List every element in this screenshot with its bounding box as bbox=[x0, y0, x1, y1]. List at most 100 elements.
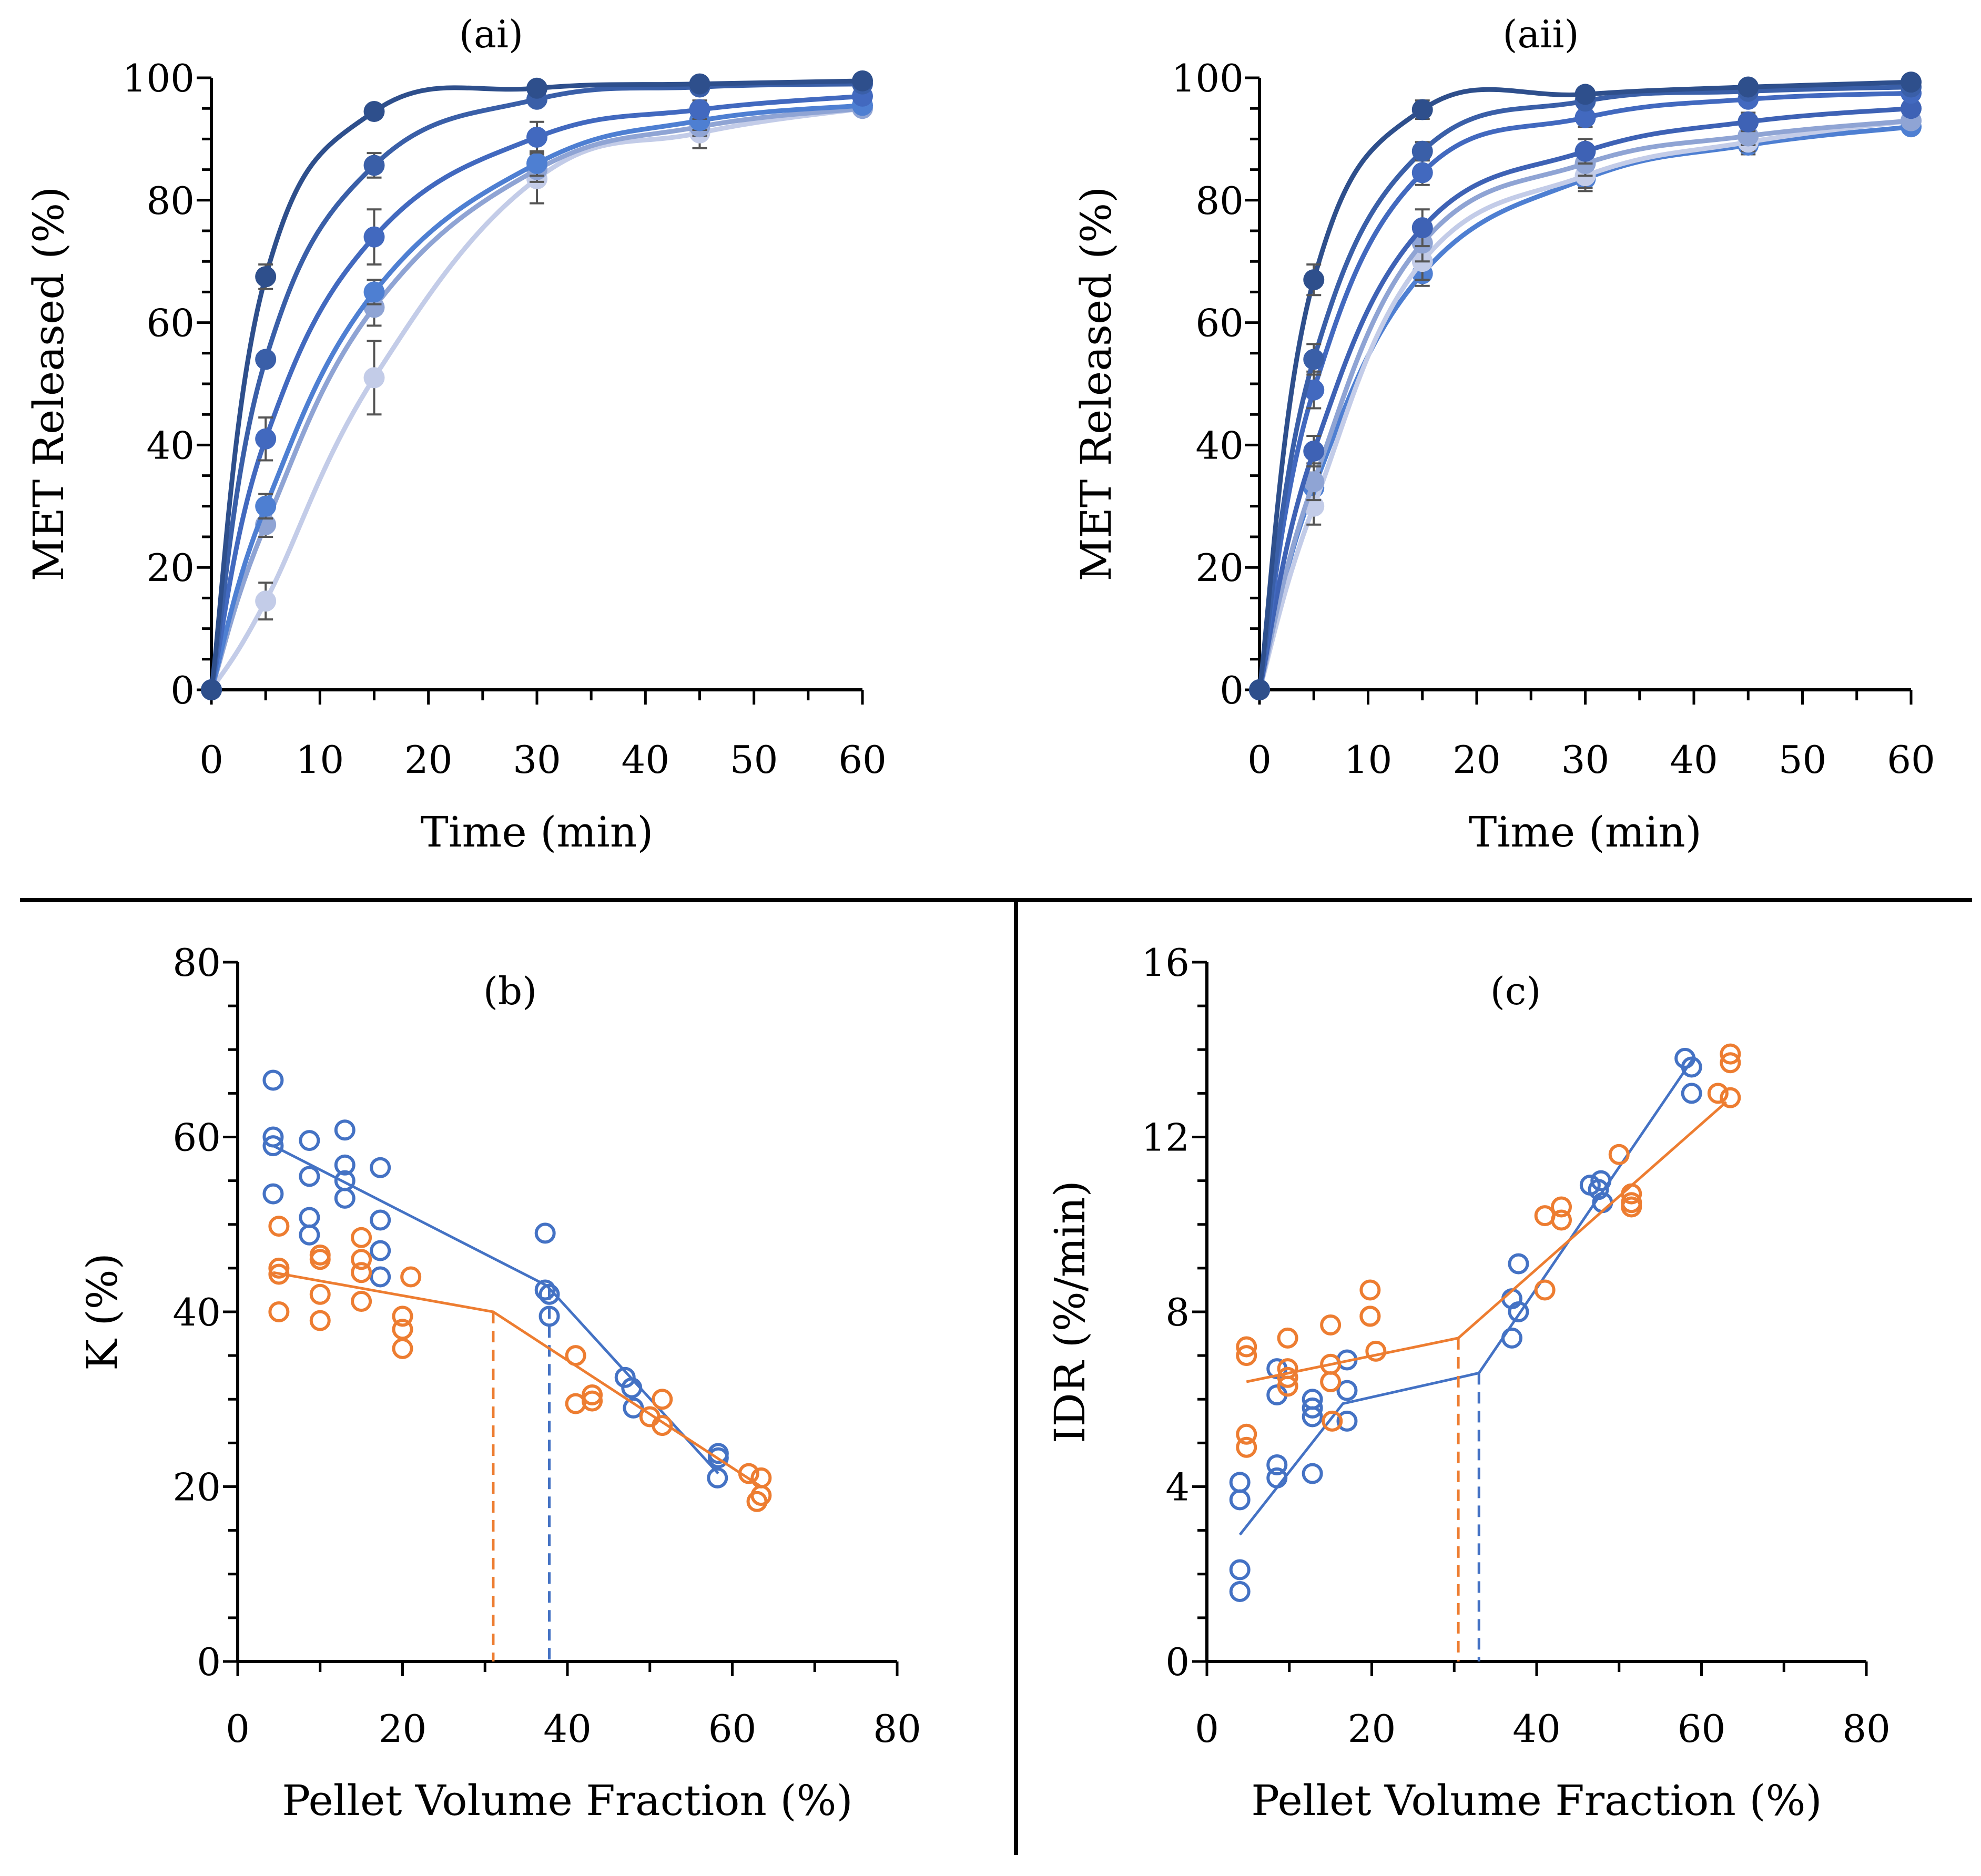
y-tick-label: 8 bbox=[1165, 1290, 1190, 1334]
y-tick-label: 40 bbox=[172, 1290, 221, 1334]
data-point bbox=[1229, 1489, 1251, 1511]
data-point bbox=[1236, 1436, 1257, 1458]
x-tick-label: 10 bbox=[1344, 738, 1393, 782]
y-axis-label-b: K (%) bbox=[78, 1253, 127, 1371]
data-point bbox=[392, 1338, 413, 1359]
data-point bbox=[309, 1283, 331, 1305]
data-point bbox=[351, 1262, 372, 1283]
data-point bbox=[1303, 441, 1325, 462]
data-point bbox=[707, 1467, 728, 1488]
data-point bbox=[614, 1367, 636, 1388]
data-point bbox=[255, 590, 277, 612]
y-axis-label-c: IDR (%/min) bbox=[1045, 1180, 1094, 1443]
data-point bbox=[363, 226, 385, 248]
x-tick-label: 20 bbox=[404, 738, 453, 782]
data-point bbox=[1574, 140, 1596, 162]
data-point bbox=[1551, 1209, 1572, 1231]
data-point bbox=[539, 1283, 560, 1305]
series-s1 bbox=[201, 70, 873, 700]
y-tick-label: 0 bbox=[197, 1640, 221, 1684]
x-tick-label: 50 bbox=[1779, 738, 1827, 782]
data-point bbox=[534, 1279, 556, 1301]
data-point bbox=[1621, 1196, 1642, 1218]
data-point bbox=[1303, 269, 1325, 291]
panel-title-b: (b) bbox=[483, 969, 537, 1013]
data-point bbox=[299, 1130, 320, 1151]
x-tick-label: 60 bbox=[708, 1707, 757, 1751]
x-tick-label: 80 bbox=[1842, 1707, 1891, 1751]
data-point bbox=[268, 1257, 290, 1279]
x-tick-label: 30 bbox=[1561, 738, 1610, 782]
data-point bbox=[334, 1154, 355, 1176]
x-tick-label: 40 bbox=[1512, 1707, 1561, 1751]
data-point bbox=[1508, 1301, 1529, 1322]
data-point bbox=[1411, 162, 1433, 183]
x-axis-label-aii: Time (min) bbox=[1469, 808, 1702, 857]
x-tick-label: 0 bbox=[199, 738, 224, 782]
y-tick-label: 12 bbox=[1141, 1116, 1190, 1160]
data-point bbox=[1302, 1397, 1323, 1419]
data-point bbox=[1229, 1581, 1251, 1602]
data-point bbox=[255, 495, 277, 517]
data-point bbox=[1574, 84, 1596, 105]
data-point bbox=[1365, 1340, 1387, 1362]
series-line bbox=[1257, 118, 1912, 691]
series-orange bbox=[268, 1216, 772, 1661]
series-line bbox=[1257, 118, 1912, 691]
data-point bbox=[1901, 72, 1922, 93]
data-point bbox=[262, 1183, 284, 1205]
x-axis-label-b: Pellet Volume Fraction (%) bbox=[282, 1776, 853, 1825]
data-point bbox=[652, 1389, 673, 1410]
data-point bbox=[392, 1306, 413, 1327]
panel-title-c: (c) bbox=[1490, 969, 1541, 1013]
data-point bbox=[268, 1301, 290, 1322]
data-point bbox=[299, 1224, 320, 1246]
data-point bbox=[1508, 1253, 1529, 1275]
data-point bbox=[1336, 1380, 1358, 1401]
series-blue bbox=[262, 1069, 729, 1661]
y-tick-label: 100 bbox=[123, 56, 195, 100]
data-point bbox=[1277, 1327, 1298, 1349]
y-axis-label-ai: MET Released (%) bbox=[24, 187, 73, 582]
data-point bbox=[526, 126, 547, 148]
data-point bbox=[707, 1447, 729, 1469]
data-point bbox=[1229, 1559, 1251, 1581]
data-point bbox=[1303, 349, 1325, 370]
data-point bbox=[1534, 1279, 1556, 1301]
data-point bbox=[370, 1240, 391, 1261]
panel-title-aii: (aii) bbox=[1502, 12, 1579, 56]
fit-line bbox=[1238, 1057, 1694, 1536]
data-point bbox=[392, 1319, 413, 1340]
chart-b: (b) 0 20 40 60 80 0 20 40 60 80 Pellet Volume Fract… bbox=[78, 941, 921, 1825]
y-tick-label: 40 bbox=[146, 423, 195, 467]
data-point bbox=[1720, 1087, 1741, 1108]
x-tick-label: 0 bbox=[1247, 738, 1272, 782]
data-point bbox=[852, 70, 873, 91]
y-tick-label: 16 bbox=[1141, 941, 1190, 985]
y-tick-label: 20 bbox=[146, 546, 195, 590]
y-tick-label: 20 bbox=[172, 1465, 221, 1510]
data-point bbox=[370, 1209, 391, 1231]
data-point bbox=[1901, 98, 1922, 119]
x-axis-label-c: Pellet Volume Fraction (%) bbox=[1251, 1776, 1822, 1825]
data-point bbox=[1277, 1375, 1298, 1397]
data-point bbox=[1551, 1196, 1572, 1218]
y-tick-label: 0 bbox=[1165, 1640, 1190, 1684]
y-tick-label: 80 bbox=[1195, 179, 1244, 223]
data-point bbox=[1322, 1410, 1343, 1432]
data-point bbox=[689, 73, 710, 95]
data-point bbox=[746, 1491, 768, 1512]
fit-line bbox=[272, 1144, 719, 1475]
x-tick-label: 0 bbox=[1195, 1707, 1219, 1751]
y-tick-label: 80 bbox=[146, 179, 195, 223]
y-tick-label: 0 bbox=[170, 668, 195, 712]
data-point bbox=[334, 1187, 355, 1209]
data-point bbox=[1681, 1083, 1702, 1104]
data-point bbox=[1266, 1454, 1288, 1475]
data-point bbox=[255, 266, 277, 288]
data-point bbox=[1320, 1371, 1342, 1392]
x-tick-label: 20 bbox=[1348, 1707, 1396, 1751]
data-point bbox=[351, 1249, 372, 1270]
panel-title-ai: (ai) bbox=[459, 12, 523, 56]
